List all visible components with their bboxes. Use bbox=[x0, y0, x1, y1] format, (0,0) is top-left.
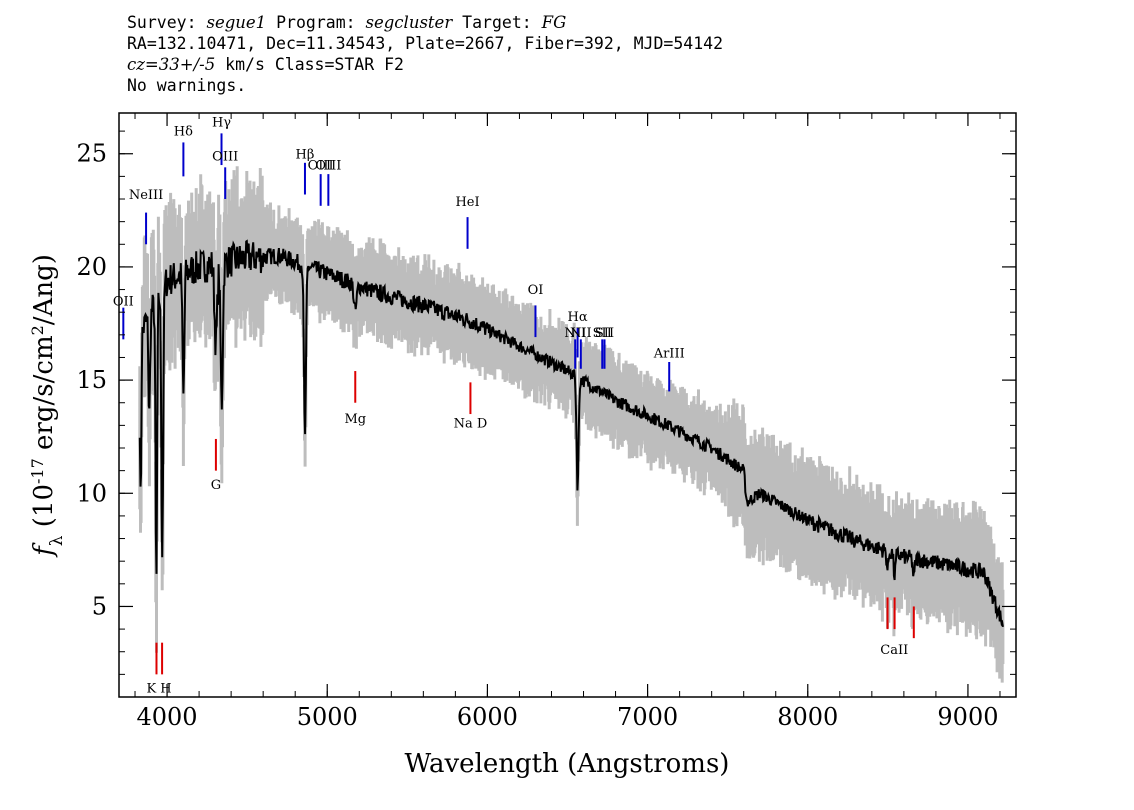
axes-layer: 4000 5000 6000 7000 8000 9000 5 10 15 20 25 bbox=[76, 112, 1017, 731]
y-axis-title-part-1: λ bbox=[47, 535, 67, 546]
header-line-2: RA=132.10471, Dec=11.34543, Plate=2667, … bbox=[127, 34, 724, 53]
target-label: Target: bbox=[452, 13, 542, 32]
emission-line-label-14: SII bbox=[595, 326, 614, 341]
flux-line bbox=[138, 239, 1004, 628]
absorption-line-label-2: Mg bbox=[344, 412, 366, 427]
absorption-line-label-3: Na D bbox=[454, 417, 488, 432]
emission-line-label-2: Hδ bbox=[174, 125, 193, 140]
spectrum-header: Survey: segue1 Program: segcluster Targe… bbox=[127, 12, 723, 96]
absorption-line-label-4: CaII bbox=[880, 643, 908, 658]
emission-line-label-7: OIII bbox=[315, 159, 341, 174]
y-tick-label-3: 20 bbox=[76, 253, 107, 281]
error-band-layer bbox=[138, 166, 1005, 683]
emission-line-label-13: SII bbox=[593, 326, 612, 341]
header-line-4: No warnings. bbox=[127, 76, 247, 95]
plot-frame bbox=[118, 112, 1017, 698]
emission-line-label-4: OIII bbox=[212, 150, 238, 165]
y-axis-title-part-4: erg/s/cm bbox=[29, 335, 59, 458]
cz-value: cz=33+/-5 bbox=[127, 55, 216, 74]
survey-label: Survey: bbox=[127, 13, 207, 32]
y-tick-label-4: 25 bbox=[76, 140, 107, 168]
emission-line-label-12: NII bbox=[570, 326, 592, 341]
emission-line-label-3: Hγ bbox=[212, 116, 231, 131]
y-tick-label-1: 10 bbox=[76, 479, 107, 507]
class-text: km/s Class=STAR F2 bbox=[215, 55, 404, 74]
absorption-line-label-1: G bbox=[211, 478, 221, 493]
survey-value: segue1 bbox=[206, 13, 267, 32]
x-tick-label-1: 5000 bbox=[297, 703, 358, 731]
flux-layer bbox=[138, 239, 1004, 628]
axis-labels-layer: Wavelength (Angstroms) fλ (10-17 erg/s/c… bbox=[28, 254, 730, 779]
emission-line-label-1: NeIII bbox=[129, 188, 163, 203]
header-line-3: cz=33+/-5 km/s Class=STAR F2 bbox=[127, 54, 723, 75]
error-band bbox=[138, 166, 1005, 683]
x-tick-label-0: 4000 bbox=[137, 703, 198, 731]
emission-line-label-0: OII bbox=[113, 294, 134, 309]
emission-line-label-6: OIII bbox=[308, 159, 334, 174]
y-axis-title-part-2: (10 bbox=[29, 484, 59, 536]
absorption-line-label-0: K H bbox=[146, 681, 171, 696]
header-line-1: Survey: segue1 Program: segcluster Targe… bbox=[127, 12, 723, 33]
target-value: FG bbox=[541, 13, 567, 32]
y-tick-label-0: 5 bbox=[92, 592, 107, 620]
emission-line-label-5: Hβ bbox=[296, 147, 315, 162]
x-axis-title: Wavelength (Angstroms) bbox=[405, 749, 730, 779]
emission-line-label-9: OI bbox=[528, 283, 544, 298]
emission-line-label-11: Hα bbox=[568, 310, 588, 325]
y-axis-title: fλ (10-17 erg/s/cm2/Ang) bbox=[28, 254, 68, 558]
emission-line-label-15: ArIII bbox=[653, 346, 685, 361]
program-label: Program: bbox=[266, 13, 366, 32]
x-tick-label-5: 9000 bbox=[937, 703, 998, 731]
x-tick-label-4: 8000 bbox=[777, 703, 838, 731]
x-tick-label-3: 7000 bbox=[617, 703, 678, 731]
emission-line-label-10: NII bbox=[564, 326, 586, 341]
program-value: segcluster bbox=[365, 13, 453, 32]
y-tick-label-2: 15 bbox=[76, 366, 107, 394]
y-axis-title-part-5: 2 bbox=[28, 325, 47, 335]
emission-line-label-8: HeI bbox=[455, 195, 479, 210]
y-axis-title-part-3: -17 bbox=[28, 458, 47, 484]
y-axis-title-part-6: /Ang) bbox=[29, 254, 59, 325]
x-tick-label-2: 6000 bbox=[457, 703, 518, 731]
